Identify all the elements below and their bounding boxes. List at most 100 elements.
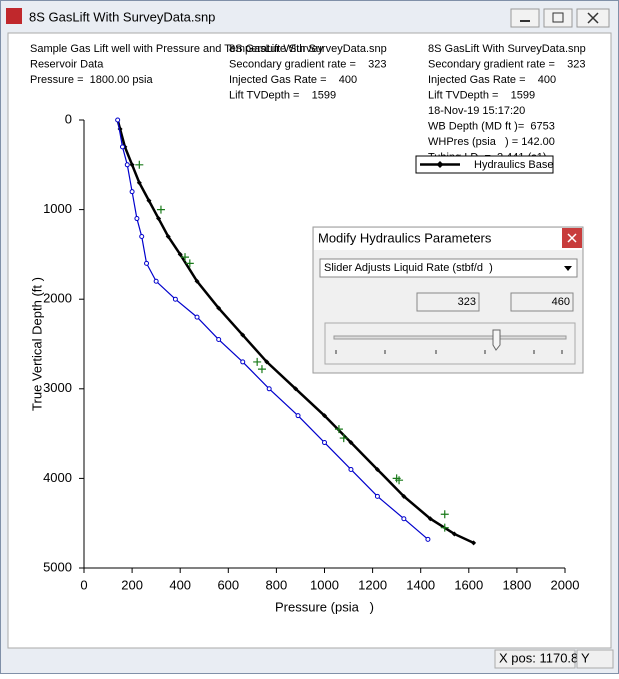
header-line: Injected Gas Rate = 400 bbox=[428, 74, 556, 86]
point-marker bbox=[124, 162, 130, 168]
header-line: Secondary gradient rate = 323 bbox=[428, 58, 585, 70]
survey-point bbox=[440, 510, 449, 519]
y-tick-label: 1000 bbox=[43, 201, 72, 216]
legend-box bbox=[415, 155, 554, 174]
point-marker bbox=[401, 516, 407, 522]
y-tick-label: 5000 bbox=[43, 559, 72, 574]
status-y: Y bbox=[581, 650, 590, 665]
x-tick-label: 1400 bbox=[406, 577, 435, 592]
y-tick-label: 0 bbox=[65, 111, 72, 126]
dialog-close-icon bbox=[567, 233, 577, 243]
point-marker bbox=[425, 536, 431, 542]
point-marker bbox=[134, 216, 140, 222]
legend-marker bbox=[436, 161, 444, 168]
slider-thumb[interactable] bbox=[492, 329, 501, 351]
survey-point bbox=[334, 425, 343, 434]
survey-point bbox=[185, 259, 194, 268]
dropdown-text: Slider Adjusts Liquid Rate (stbf/d ) bbox=[324, 262, 493, 274]
x-tick-label: 1000 bbox=[310, 577, 339, 592]
x-tick-label: 1200 bbox=[358, 577, 387, 592]
field-right bbox=[510, 292, 574, 312]
x-tick-label: 1800 bbox=[502, 577, 531, 592]
point-marker bbox=[374, 493, 380, 499]
header-line: 18-Nov-19 15:17:20 bbox=[428, 105, 525, 117]
field-left-text: 323 bbox=[458, 296, 476, 308]
close-icon bbox=[587, 12, 599, 24]
minimize-button[interactable] bbox=[510, 8, 540, 28]
point-marker bbox=[322, 440, 327, 446]
header-line: Sample Gas Lift well with Pressure and T… bbox=[30, 43, 324, 55]
status-x-box bbox=[494, 649, 576, 669]
point-marker bbox=[144, 260, 150, 266]
app-icon bbox=[6, 8, 22, 24]
point-marker bbox=[451, 531, 457, 537]
point-marker bbox=[240, 359, 246, 365]
point-marker bbox=[129, 189, 135, 195]
chart: 0 200 400 600 800 1000 1200 1400 1600 1800 2000 0 10… bbox=[29, 111, 579, 614]
header-line: Lift TVDepth = 1599 bbox=[229, 89, 336, 101]
header-line: 8S GasLift With SurveyData.snp bbox=[428, 43, 586, 55]
x-tick-label: 600 bbox=[217, 577, 239, 592]
survey-point bbox=[257, 365, 266, 374]
point-marker bbox=[240, 332, 246, 338]
point-marker bbox=[194, 278, 200, 284]
maximize-button[interactable] bbox=[543, 8, 573, 28]
legend-label: Hydraulics Base bbox=[474, 159, 553, 171]
y-axis-label: True Vertical Depth (ft ) bbox=[29, 277, 44, 411]
header-line: 8S GasLift With SurveyData.snp bbox=[229, 43, 387, 55]
header-line: Secondary gradient rate = 323 bbox=[229, 58, 386, 70]
x-tick-label: 0 bbox=[80, 577, 87, 592]
dialog-titlebar bbox=[314, 228, 582, 250]
point-marker bbox=[139, 233, 145, 239]
point-marker bbox=[427, 516, 433, 522]
slider-box bbox=[324, 322, 576, 365]
field-left bbox=[416, 292, 480, 312]
slider-ticks bbox=[335, 350, 563, 354]
survey-point bbox=[135, 160, 144, 169]
y-tick-label: 3000 bbox=[43, 380, 72, 395]
y-tick-label: 4000 bbox=[43, 470, 72, 485]
survey-point bbox=[253, 357, 262, 366]
point-marker bbox=[216, 305, 222, 311]
dropdown[interactable] bbox=[319, 258, 578, 278]
dropdown-arrow bbox=[564, 266, 572, 271]
header-line: Injected Gas Rate = 400 bbox=[229, 74, 357, 86]
field-right-text: 460 bbox=[552, 296, 570, 308]
point-marker bbox=[146, 198, 152, 204]
point-marker bbox=[194, 314, 200, 320]
point-marker bbox=[129, 162, 135, 168]
header-line: WHPres (psia ) = 142.00 bbox=[428, 136, 555, 148]
header-line: Reservoir Data bbox=[30, 58, 104, 70]
survey-point bbox=[181, 253, 190, 262]
point-marker bbox=[264, 359, 270, 365]
x-tick-label: 400 bbox=[169, 577, 191, 592]
status-y-box bbox=[576, 649, 614, 669]
slider-track[interactable] bbox=[333, 335, 567, 340]
point-marker bbox=[165, 233, 171, 239]
y-tick-label: 2000 bbox=[43, 291, 72, 306]
x-tick-label: 2000 bbox=[551, 577, 580, 592]
x-tick-label: 800 bbox=[266, 577, 288, 592]
header-line: Lift TVDepth = 1599 bbox=[428, 89, 535, 101]
point-marker bbox=[401, 493, 407, 499]
header-line: WB Depth (MD ft )= 6753 bbox=[428, 120, 555, 132]
survey-point bbox=[339, 434, 348, 443]
survey-point bbox=[395, 476, 404, 485]
point-marker bbox=[153, 278, 159, 284]
point-marker bbox=[136, 180, 142, 186]
point-marker bbox=[177, 251, 183, 257]
point-marker bbox=[216, 337, 222, 343]
x-tick-label: 200 bbox=[121, 577, 143, 592]
x-tick-label: 1600 bbox=[454, 577, 483, 592]
point-marker bbox=[348, 440, 354, 446]
dialog: Modify Hydraulics Parameters Slider Adju… bbox=[312, 226, 584, 374]
status-x: X pos: 1170.83 bbox=[499, 650, 586, 665]
point-marker bbox=[266, 386, 272, 392]
header: Sample Gas Lift well with Pressure and T… bbox=[30, 43, 586, 164]
survey-point bbox=[440, 523, 449, 532]
point-marker bbox=[348, 466, 354, 472]
point-marker bbox=[293, 386, 299, 392]
point-marker bbox=[119, 144, 125, 150]
